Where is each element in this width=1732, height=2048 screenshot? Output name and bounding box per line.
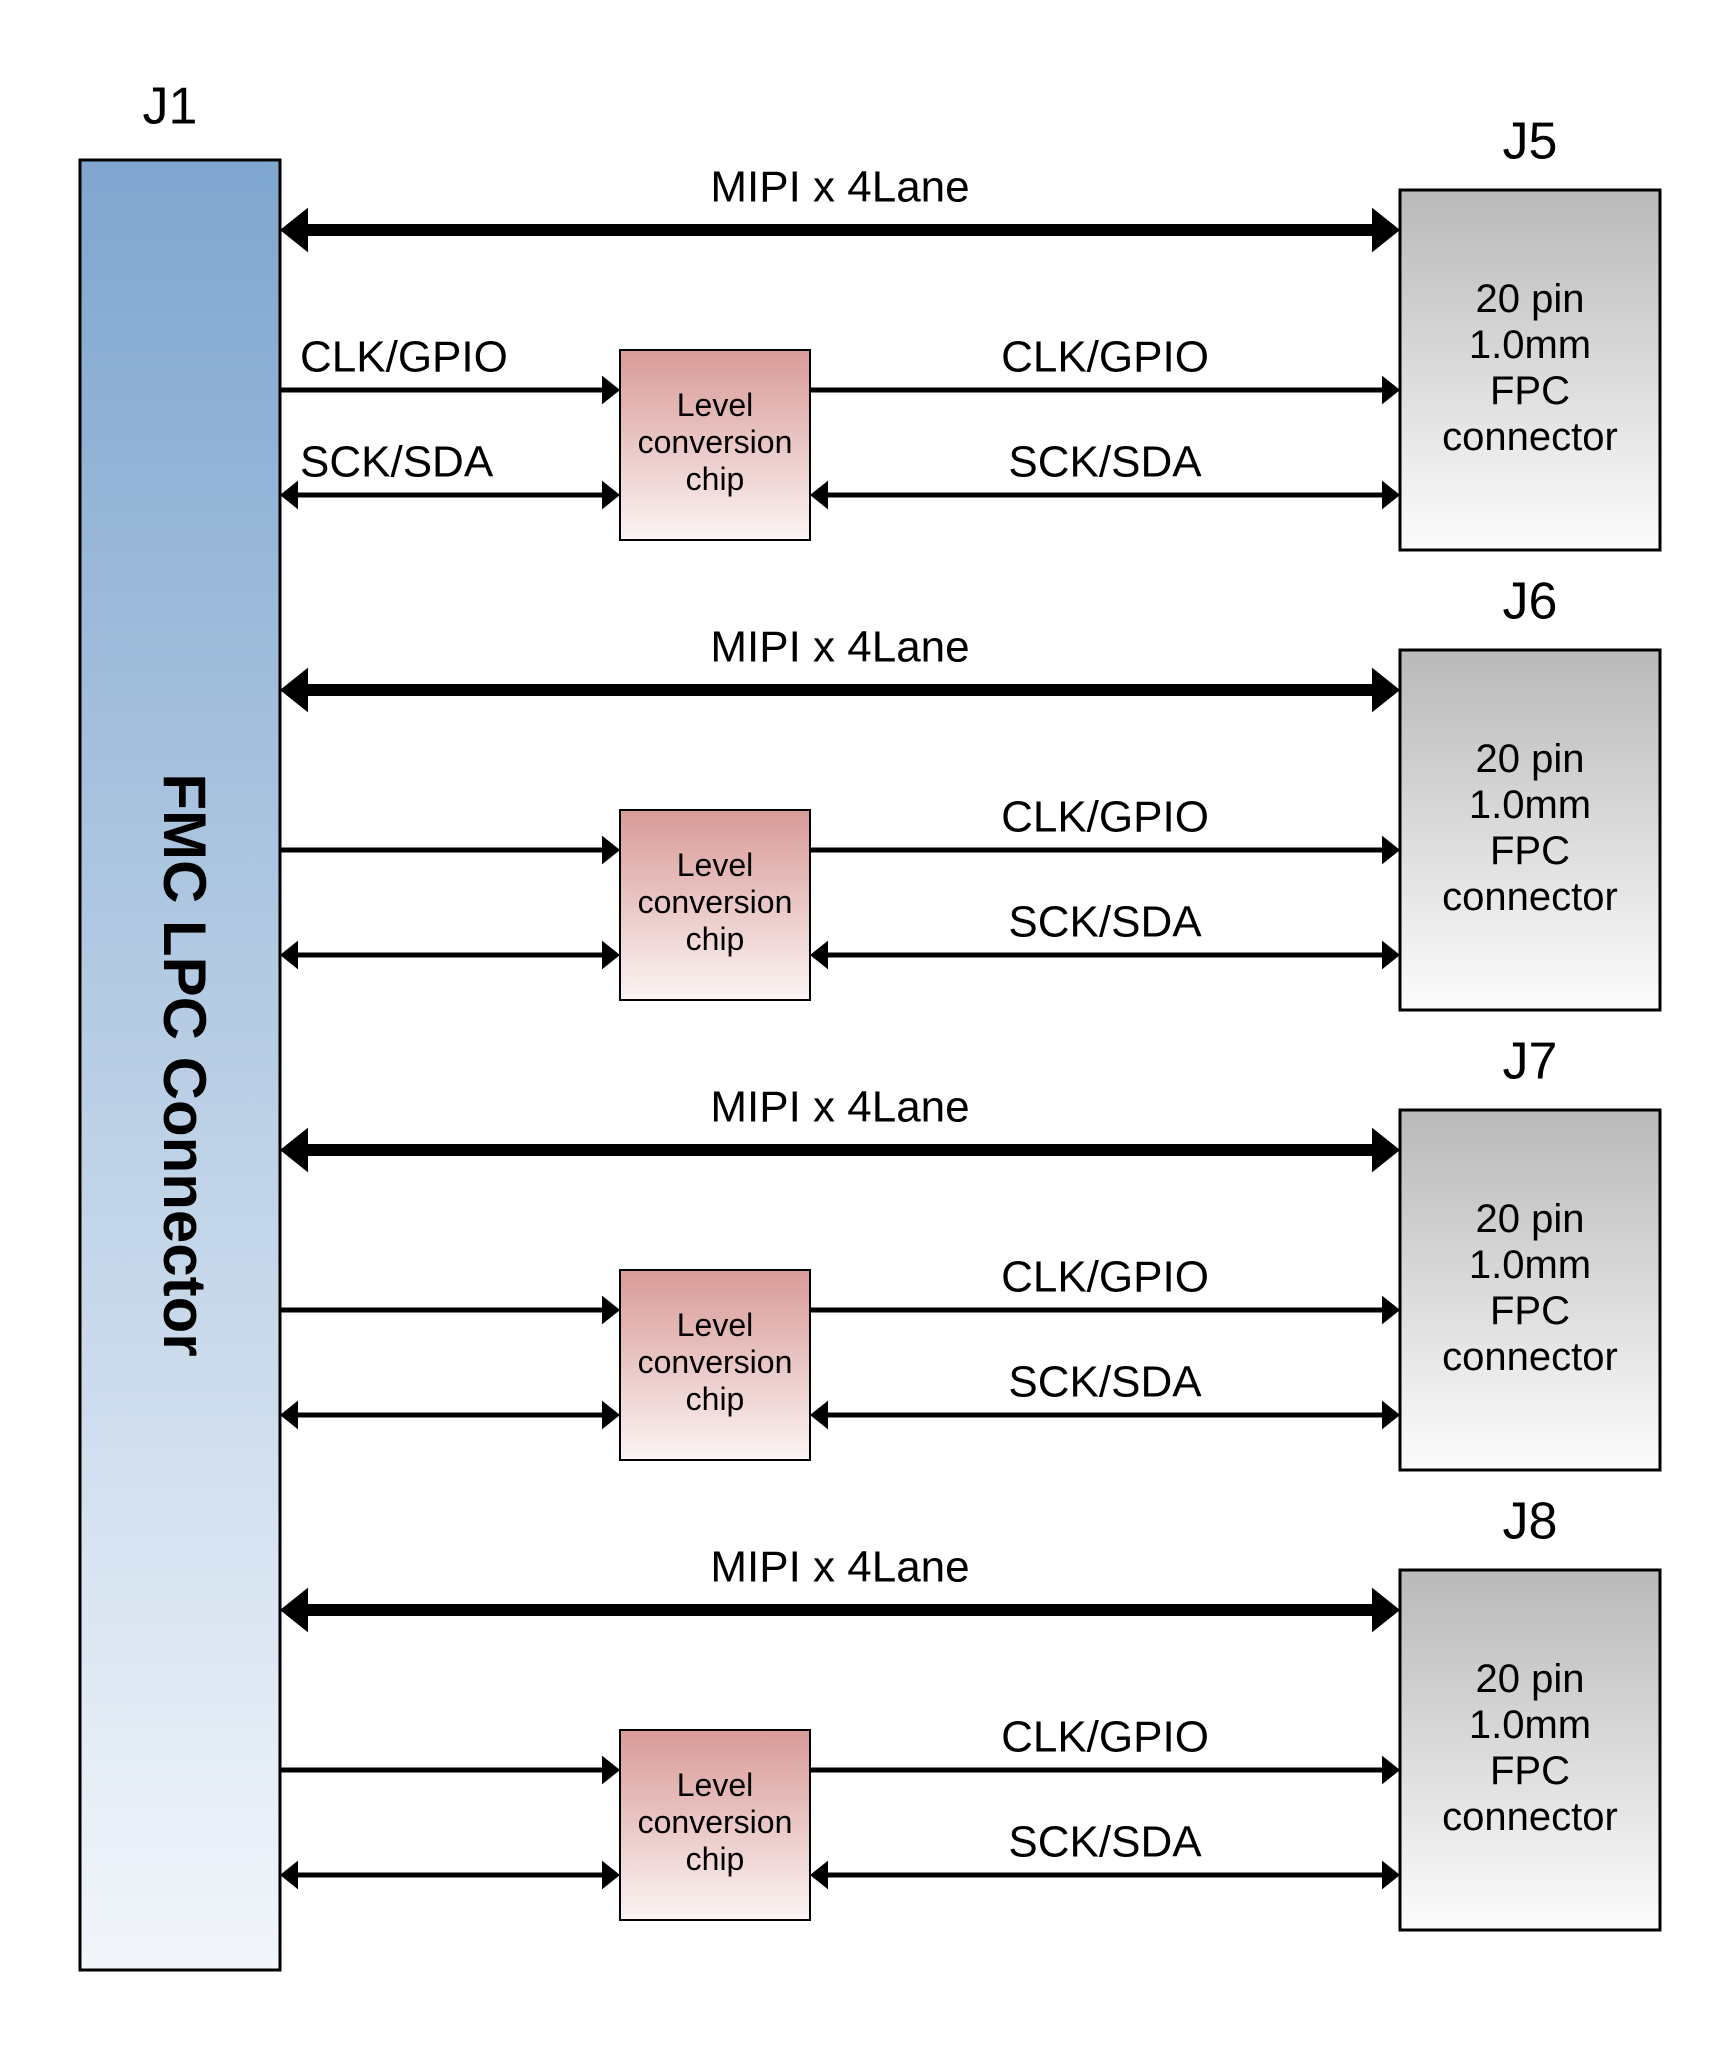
mipi-label: MIPI x 4Lane bbox=[710, 1543, 969, 1592]
right-clk-label: CLK/GPIO bbox=[1001, 1713, 1209, 1762]
right-sck-label: SCK/SDA bbox=[1008, 1358, 1202, 1407]
diagram-root: J1FMC LPC Connector20 pin1.0mmFPCconnect… bbox=[0, 0, 1732, 2048]
left-sck-label: SCK/SDA bbox=[300, 438, 494, 487]
right-clk-label: CLK/GPIO bbox=[1001, 1253, 1209, 1302]
right-clk-label: CLK/GPIO bbox=[1001, 333, 1209, 382]
svg-text:J1: J1 bbox=[143, 78, 198, 136]
mipi-label: MIPI x 4Lane bbox=[710, 163, 969, 212]
right-sck-label: SCK/SDA bbox=[1008, 1818, 1202, 1867]
fpc-id: J8 bbox=[1503, 1493, 1558, 1551]
fpc-id: J6 bbox=[1503, 573, 1558, 631]
right-sck-label: SCK/SDA bbox=[1008, 898, 1202, 947]
block-diagram: J1FMC LPC Connector20 pin1.0mmFPCconnect… bbox=[0, 0, 1732, 2048]
fpc-id: J5 bbox=[1503, 113, 1558, 171]
right-clk-label: CLK/GPIO bbox=[1001, 793, 1209, 842]
left-clk-label: CLK/GPIO bbox=[300, 333, 508, 382]
fpc-id: J7 bbox=[1503, 1033, 1558, 1091]
mipi-label: MIPI x 4Lane bbox=[710, 623, 969, 672]
mipi-label: MIPI x 4Lane bbox=[710, 1083, 969, 1132]
right-sck-label: SCK/SDA bbox=[1008, 438, 1202, 487]
j1-title: FMC LPC Connector bbox=[151, 773, 218, 1356]
j1-connector: J1 FMC LPC Connector bbox=[80, 78, 280, 1970]
